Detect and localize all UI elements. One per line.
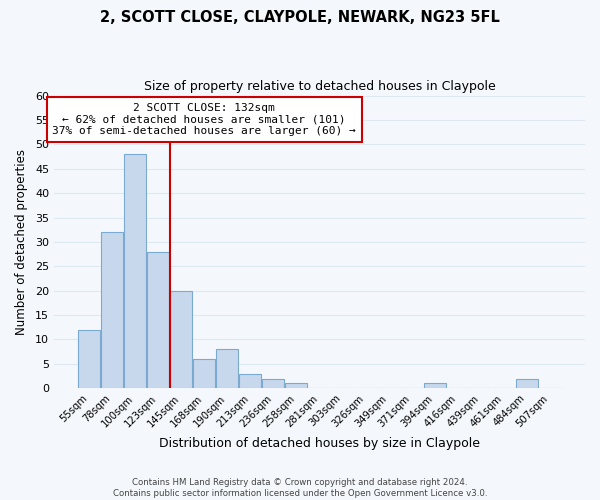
- Bar: [217, 349, 238, 389]
- Bar: [424, 384, 446, 388]
- Bar: [170, 290, 192, 388]
- Y-axis label: Number of detached properties: Number of detached properties: [15, 149, 28, 335]
- Bar: [193, 359, 215, 388]
- Bar: [147, 252, 169, 388]
- Bar: [78, 330, 100, 388]
- X-axis label: Distribution of detached houses by size in Claypole: Distribution of detached houses by size …: [159, 437, 480, 450]
- Text: 2 SCOTT CLOSE: 132sqm
← 62% of detached houses are smaller (101)
37% of semi-det: 2 SCOTT CLOSE: 132sqm ← 62% of detached …: [52, 103, 356, 136]
- Bar: [286, 384, 307, 388]
- Text: 2, SCOTT CLOSE, CLAYPOLE, NEWARK, NG23 5FL: 2, SCOTT CLOSE, CLAYPOLE, NEWARK, NG23 5…: [100, 10, 500, 25]
- Bar: [101, 232, 123, 388]
- Bar: [239, 374, 261, 388]
- Bar: [516, 378, 538, 388]
- Bar: [262, 378, 284, 388]
- Title: Size of property relative to detached houses in Claypole: Size of property relative to detached ho…: [143, 80, 496, 93]
- Bar: [124, 154, 146, 388]
- Text: Contains HM Land Registry data © Crown copyright and database right 2024.
Contai: Contains HM Land Registry data © Crown c…: [113, 478, 487, 498]
